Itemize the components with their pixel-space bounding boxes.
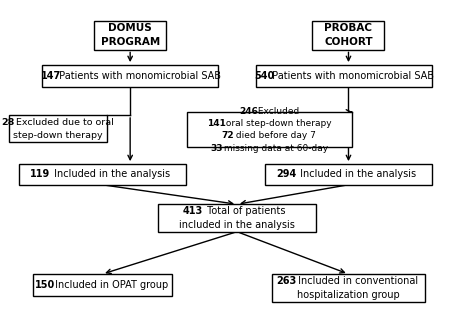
Text: 294: 294 <box>276 169 297 179</box>
Text: hospitalization group: hospitalization group <box>297 290 400 300</box>
Text: Total of patients: Total of patients <box>204 206 286 216</box>
Text: Patients with monomicrobial SAB: Patients with monomicrobial SAB <box>269 71 434 81</box>
Text: 28: 28 <box>1 118 14 127</box>
FancyBboxPatch shape <box>42 65 219 87</box>
FancyBboxPatch shape <box>18 164 186 185</box>
Text: Excluded: Excluded <box>255 106 299 115</box>
Text: 147: 147 <box>41 71 61 81</box>
Text: 413: 413 <box>182 206 202 216</box>
FancyBboxPatch shape <box>265 164 432 185</box>
FancyBboxPatch shape <box>272 274 425 302</box>
Text: COHORT: COHORT <box>324 37 373 47</box>
Text: included in the analysis: included in the analysis <box>179 220 295 230</box>
Text: PROBAC: PROBAC <box>325 23 373 33</box>
FancyBboxPatch shape <box>33 274 172 296</box>
Text: Included in OPAT group: Included in OPAT group <box>52 280 168 290</box>
Text: 246: 246 <box>239 106 258 115</box>
Text: 119: 119 <box>30 169 51 179</box>
FancyBboxPatch shape <box>255 65 432 87</box>
Text: missing data at 60-day: missing data at 60-day <box>221 144 328 153</box>
Text: Included in the analysis: Included in the analysis <box>297 169 416 179</box>
Text: 150: 150 <box>35 280 55 290</box>
Text: 263: 263 <box>276 276 297 286</box>
FancyBboxPatch shape <box>158 204 316 232</box>
Text: DOMUS: DOMUS <box>108 23 152 33</box>
Text: step-down therapy: step-down therapy <box>13 131 103 140</box>
FancyBboxPatch shape <box>312 21 384 49</box>
Text: oral step-down therapy: oral step-down therapy <box>223 119 331 128</box>
FancyBboxPatch shape <box>9 115 107 142</box>
Text: 72: 72 <box>222 131 235 140</box>
Text: Excluded due to oral: Excluded due to oral <box>13 118 114 127</box>
Text: Patients with monomicrobial SAB: Patients with monomicrobial SAB <box>55 71 221 81</box>
Text: PROGRAM: PROGRAM <box>100 37 160 47</box>
Text: 540: 540 <box>255 71 275 81</box>
Text: 33: 33 <box>210 144 223 153</box>
Text: died before day 7: died before day 7 <box>233 131 316 140</box>
FancyBboxPatch shape <box>94 21 166 49</box>
FancyBboxPatch shape <box>187 112 352 147</box>
Text: Included in the analysis: Included in the analysis <box>51 169 170 179</box>
Text: 141: 141 <box>207 119 226 128</box>
Text: Included in conventional: Included in conventional <box>295 276 418 286</box>
